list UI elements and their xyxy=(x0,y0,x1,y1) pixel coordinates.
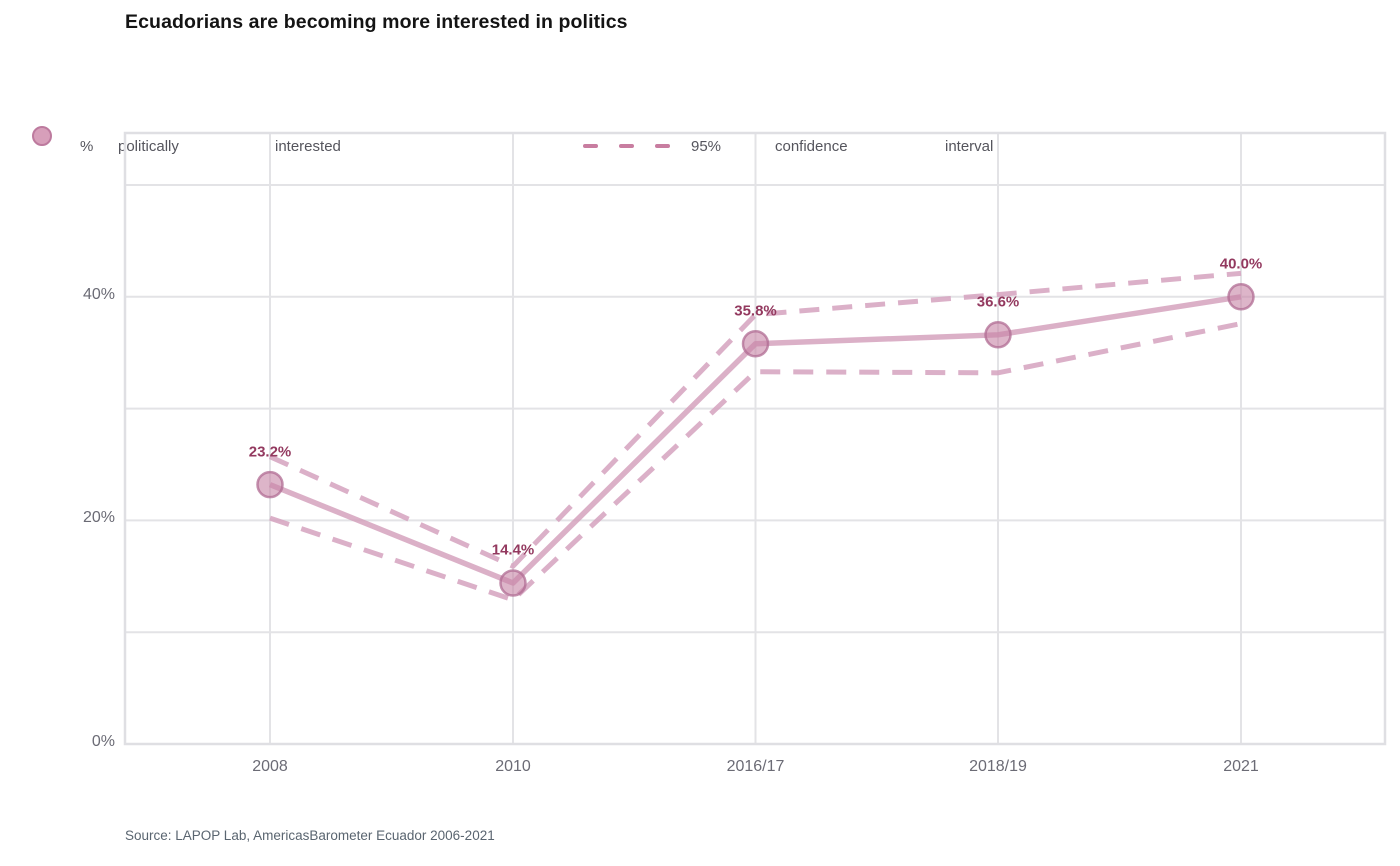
legend-label-word: 95% xyxy=(691,138,722,155)
x-axis-tick-label: 2010 xyxy=(495,758,531,775)
data-point-marker xyxy=(499,569,527,597)
source-note: Source: LAPOP Lab, AmericasBarometer Ecu… xyxy=(125,828,495,843)
data-point-marker xyxy=(1227,283,1255,311)
x-axis-tick-label: 2018/19 xyxy=(969,758,1027,775)
confidence-interval-dash-icon xyxy=(583,144,598,148)
data-point-marker xyxy=(984,321,1012,349)
data-point-value-label: 40.0% xyxy=(1219,255,1263,273)
data-point-value-label: 36.6% xyxy=(976,293,1020,311)
confidence-interval-dash-icon xyxy=(655,144,670,148)
legend-label-word: % xyxy=(80,138,94,155)
plot-frame xyxy=(123,131,1387,746)
x-axis-tick-label: 2016/17 xyxy=(726,758,785,775)
legend-label-word: confidence xyxy=(775,138,848,155)
confidence-interval-line xyxy=(268,270,1242,569)
politically-interested-series-marker-icon xyxy=(32,126,52,146)
x-axis-tick-label: 2021 xyxy=(1223,758,1259,775)
data-point-value-label: 23.2% xyxy=(248,443,292,461)
data-point-marker xyxy=(741,330,770,358)
chart-legend: % politically interested 95% confidence … xyxy=(0,60,1400,155)
confidence-interval-line xyxy=(269,321,1242,603)
y-axis-tick-label: 20% xyxy=(82,509,115,527)
data-point-value-label: 35.8% xyxy=(734,302,777,320)
y-axis-tick-label: 40% xyxy=(82,285,115,303)
y-axis-tick-label: 0% xyxy=(91,733,115,750)
legend-label-word: politically xyxy=(118,138,179,155)
data-point-value-label: 14.4% xyxy=(491,541,535,559)
data-point-marker xyxy=(256,470,284,499)
chart-title: Ecuadorians are becoming more interested… xyxy=(125,11,628,33)
x-axis-tick-label: 2008 xyxy=(252,758,288,775)
legend-label-word: interested xyxy=(275,138,341,155)
confidence-interval-dash-icon xyxy=(619,144,634,148)
legend-label-word: interval xyxy=(945,138,994,155)
